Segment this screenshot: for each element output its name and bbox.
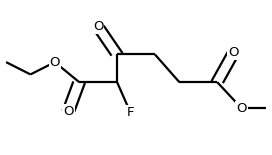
Text: F: F (127, 106, 134, 119)
Text: O: O (228, 46, 239, 59)
Text: O: O (236, 102, 247, 115)
Text: O: O (63, 105, 74, 118)
Text: O: O (93, 20, 103, 33)
Text: O: O (50, 56, 60, 69)
